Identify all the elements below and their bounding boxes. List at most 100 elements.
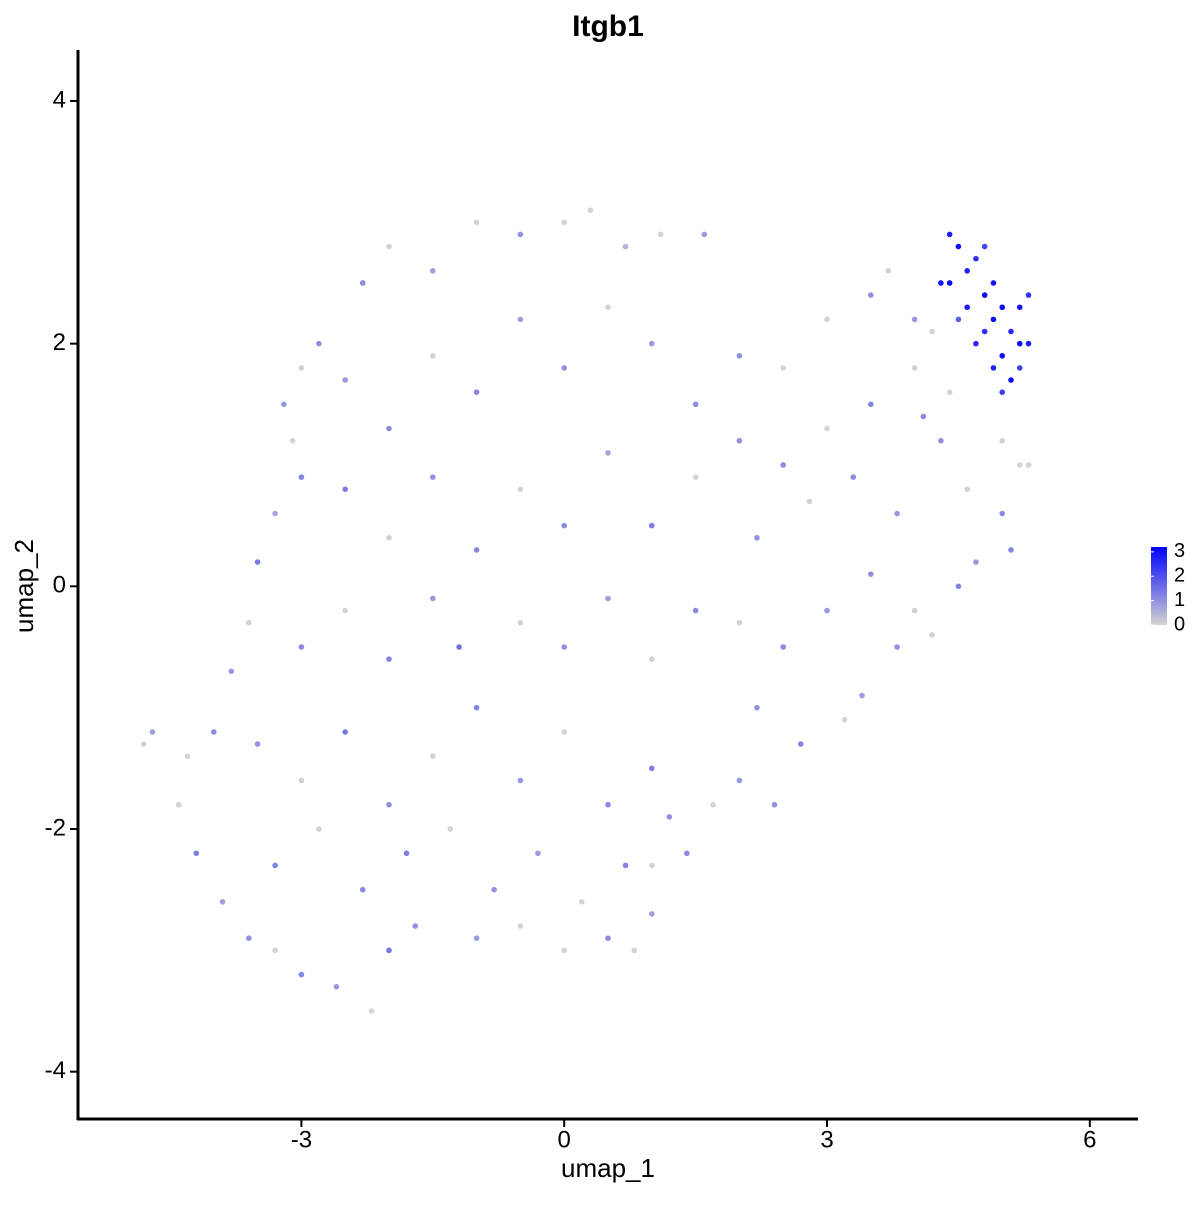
cell-point [973,340,979,347]
cell-point [561,644,567,650]
cell-point [990,280,997,286]
x-tick-label: 3 [820,1126,833,1153]
cell-point [386,801,392,808]
cell-point [999,352,1006,359]
cell-point [298,474,305,480]
cell-point [894,644,900,650]
cell-point [824,425,830,432]
cell-point [429,753,436,759]
cell-point [193,850,200,857]
cell-point [938,437,944,444]
cell-point [140,741,147,747]
cell-point [587,207,594,213]
cell-point [649,911,655,917]
cell-point [999,304,1006,311]
cell-point [298,777,305,784]
cell-point [561,947,567,954]
cell-point [298,365,305,371]
cell-point [868,292,874,298]
cell-point [649,522,655,529]
cell-point [1025,340,1032,347]
cell-point [946,280,953,286]
x-tick-label: 6 [1083,1126,1096,1153]
cell-point [149,729,156,735]
cell-point [736,619,743,626]
cell-point [999,389,1006,395]
cell-point [771,801,778,808]
cell-point [561,522,567,529]
cell-point [184,753,191,759]
cell-point [219,899,226,905]
cell-point [333,983,340,990]
cell-point [868,401,874,408]
cell-point [342,729,348,735]
cell-point [911,316,918,323]
cell-point [473,389,480,395]
cell-point [824,607,830,614]
x-axis-label: umap_1 [561,1153,655,1183]
x-tick-label: 0 [558,1126,571,1153]
cell-point [605,304,611,311]
cell-point [316,826,322,832]
cell-point [473,704,480,711]
cell-point [210,729,217,735]
cell-point [666,814,673,820]
cell-point [859,692,865,699]
cell-point [1008,377,1014,383]
cell-point [649,656,655,662]
color-tick-label: 3 [1174,540,1185,562]
cell-point [780,462,787,468]
cell-point [272,947,278,954]
cell-point [868,571,874,577]
cell-point [684,850,690,857]
cell-point [955,316,962,323]
cell-point [885,268,892,274]
cell-point [1008,328,1014,335]
cell-point [780,644,787,650]
cell-point [605,595,611,602]
cell-point [228,668,235,675]
cell-point [342,377,348,383]
cell-point [622,243,629,250]
cell-point [955,243,962,250]
cell-point [990,316,997,323]
cell-point [946,231,953,238]
cell-point [281,401,287,408]
cell-point [631,947,638,954]
cell-point [359,886,366,893]
cell-point [806,498,813,505]
cell-point [754,534,760,541]
cell-point [254,559,261,565]
cell-point [272,510,278,517]
cell-point [254,741,261,747]
cell-point [561,219,567,226]
cell-point [754,704,760,711]
cell-point [649,340,655,347]
cell-point [911,607,918,614]
cell-point [938,280,944,286]
cell-point [517,619,524,626]
color-bar [1151,547,1167,625]
cell-point [981,328,988,335]
cell-point [316,340,322,347]
color-tick-label: 2 [1174,565,1185,587]
cell-point [246,935,252,942]
cell-point [929,328,935,335]
cell-point [272,862,278,869]
cell-point [473,935,480,942]
cell-point [736,777,743,784]
cell-point [929,632,935,638]
cell-point [1025,462,1032,468]
cell-point [429,352,436,359]
cell-point [447,826,454,832]
cell-point [517,486,524,493]
cell-point [386,947,392,954]
cell-point [701,231,708,238]
cell-point [561,365,567,371]
cell-point [429,595,436,602]
color-tick-label: 0 [1174,613,1185,635]
cell-point [920,413,927,420]
cell-point [797,741,804,747]
cell-point [955,583,962,590]
cell-point [999,510,1006,517]
